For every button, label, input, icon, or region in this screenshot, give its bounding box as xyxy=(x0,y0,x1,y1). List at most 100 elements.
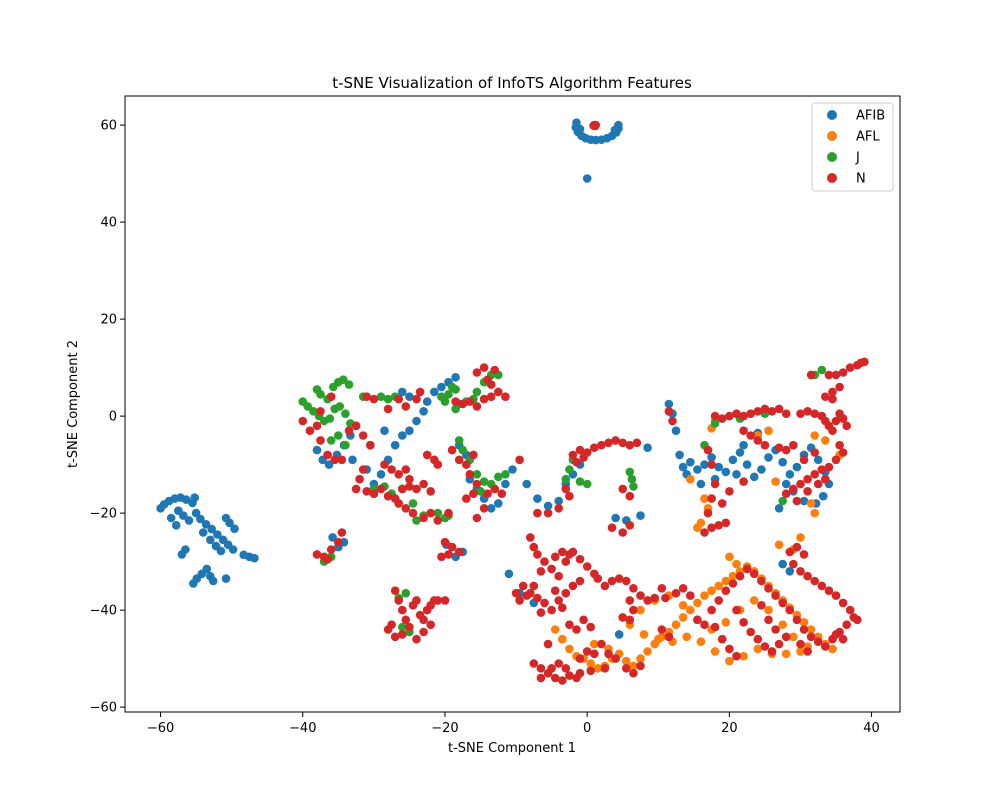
data-point-n xyxy=(707,460,716,469)
data-point-n xyxy=(821,642,830,651)
data-point-afl xyxy=(639,630,649,639)
data-point-afib xyxy=(501,479,510,489)
data-point-n xyxy=(824,586,834,595)
data-point-j xyxy=(383,394,393,404)
data-point-n xyxy=(426,620,436,629)
data-point-n xyxy=(636,591,645,600)
data-point-n xyxy=(746,409,755,419)
data-point-n xyxy=(526,533,535,542)
data-point-n xyxy=(447,542,457,552)
data-point-n xyxy=(725,411,734,421)
data-point-n xyxy=(337,455,347,465)
data-point-n xyxy=(632,438,642,448)
data-point-afl xyxy=(629,661,638,671)
data-point-n xyxy=(739,426,748,436)
data-point-n xyxy=(842,620,851,629)
data-point-n xyxy=(860,357,869,367)
data-point-n xyxy=(558,603,567,612)
data-point-n xyxy=(486,392,496,402)
data-point-afl xyxy=(682,632,691,642)
data-point-j xyxy=(472,470,482,479)
data-point-n xyxy=(625,521,635,530)
data-point-n xyxy=(703,508,713,518)
data-point-n xyxy=(746,627,755,637)
data-point-n xyxy=(479,363,489,372)
data-point-n xyxy=(369,394,379,404)
data-point-n xyxy=(799,625,809,634)
data-point-n xyxy=(753,634,763,644)
data-point-n xyxy=(390,632,400,642)
data-point-n xyxy=(629,605,638,615)
data-point-n xyxy=(561,557,571,566)
data-point-afib xyxy=(781,479,791,489)
data-point-n xyxy=(575,668,585,678)
y-tick-label: −60 xyxy=(90,701,117,716)
data-point-n xyxy=(575,554,585,564)
data-point-n xyxy=(383,404,393,414)
data-point-afib xyxy=(422,397,432,406)
data-point-n xyxy=(714,521,723,530)
data-point-n xyxy=(803,407,812,416)
data-points-layer xyxy=(156,118,869,685)
data-point-n xyxy=(554,659,563,668)
data-point-afib xyxy=(221,574,231,583)
data-point-j xyxy=(479,477,489,486)
data-point-afl xyxy=(732,559,741,569)
data-point-n xyxy=(742,564,752,574)
data-point-n xyxy=(586,622,595,632)
data-point-n xyxy=(586,666,595,676)
data-point-n xyxy=(433,516,443,525)
data-point-afl xyxy=(828,644,837,654)
data-point-n xyxy=(533,508,542,518)
data-point-n xyxy=(664,407,674,416)
data-point-n xyxy=(661,593,670,603)
data-point-n xyxy=(550,586,560,595)
data-point-afl xyxy=(789,632,798,642)
data-point-afl xyxy=(710,647,720,656)
data-point-n xyxy=(405,482,414,491)
data-point-n xyxy=(604,649,613,659)
data-point-n xyxy=(806,632,816,642)
data-point-n xyxy=(806,370,816,380)
data-point-j xyxy=(575,477,585,486)
data-point-n xyxy=(735,571,745,581)
data-point-afib xyxy=(675,450,684,460)
data-point-n xyxy=(472,479,482,489)
data-point-n xyxy=(838,448,848,457)
data-point-j xyxy=(326,436,336,445)
data-point-n xyxy=(479,504,489,513)
data-point-afib xyxy=(348,455,357,465)
data-point-j xyxy=(629,482,638,491)
data-point-n xyxy=(597,440,606,450)
data-point-n xyxy=(561,484,571,494)
data-point-afl xyxy=(796,533,805,542)
data-point-afl xyxy=(686,605,695,615)
data-point-afib xyxy=(437,382,446,392)
data-point-afl xyxy=(771,477,780,486)
data-point-j xyxy=(334,431,343,440)
data-point-n xyxy=(792,615,802,625)
data-point-j xyxy=(454,436,464,445)
data-point-n xyxy=(803,474,812,484)
data-point-n xyxy=(408,508,418,518)
data-point-n xyxy=(828,394,837,404)
data-point-n xyxy=(533,593,542,603)
data-point-n xyxy=(650,593,659,603)
data-point-afib xyxy=(764,453,773,462)
data-point-n xyxy=(835,382,844,392)
data-point-n xyxy=(536,664,546,673)
data-point-afib xyxy=(582,174,592,183)
data-point-n xyxy=(298,416,308,426)
data-point-afib xyxy=(230,524,239,533)
data-point-n xyxy=(725,487,734,496)
data-point-n xyxy=(835,440,844,450)
legend-box xyxy=(811,102,894,192)
data-point-n xyxy=(472,402,482,411)
data-point-n xyxy=(725,644,734,654)
data-point-afl xyxy=(714,581,723,591)
data-point-afib xyxy=(778,457,787,467)
data-point-n xyxy=(821,392,830,402)
data-point-n xyxy=(387,465,396,474)
data-point-n xyxy=(717,414,727,423)
data-point-n xyxy=(831,630,841,639)
